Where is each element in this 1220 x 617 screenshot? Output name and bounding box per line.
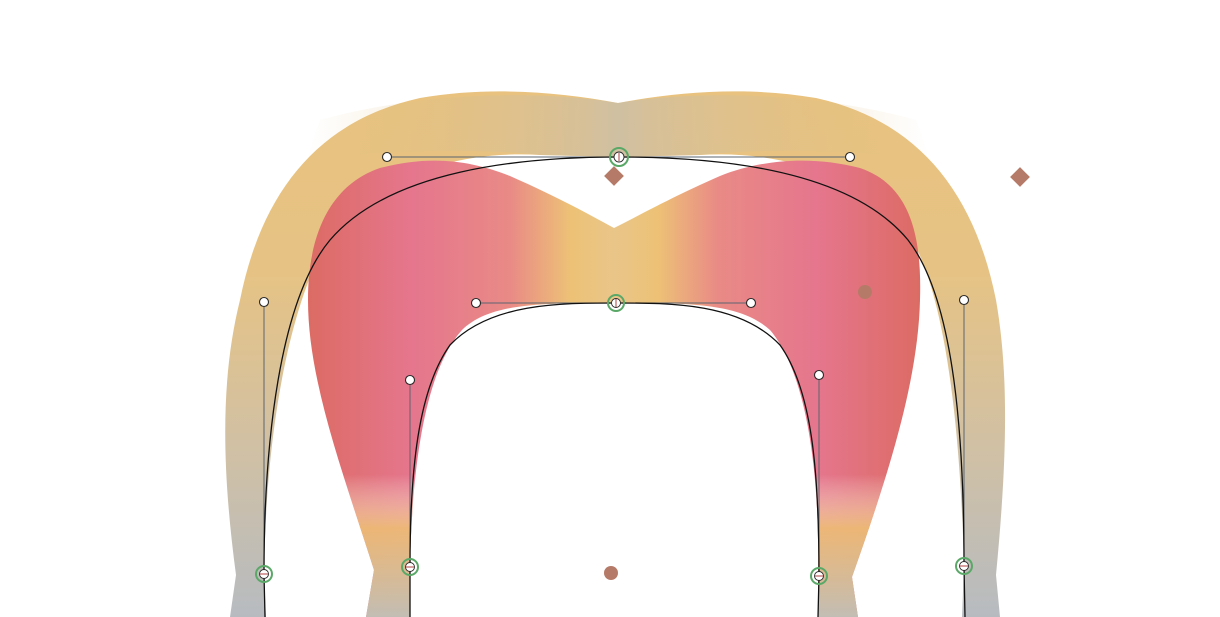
circle-marker-icon[interactable] xyxy=(858,285,872,299)
diamond-marker-icon[interactable] xyxy=(604,166,624,186)
control-handles[interactable] xyxy=(258,151,970,386)
outer-stroke-band xyxy=(225,91,1006,617)
control-handle-icon[interactable] xyxy=(958,294,970,306)
control-handle-icon[interactable] xyxy=(813,369,825,381)
anchor-point-icon[interactable] xyxy=(955,557,973,575)
control-handle-icon[interactable] xyxy=(844,151,856,163)
control-handle-icon[interactable] xyxy=(745,297,757,309)
anchor-points[interactable] xyxy=(255,147,973,585)
anchor-point-icon[interactable] xyxy=(401,558,419,576)
anchor-point-icon[interactable] xyxy=(607,294,625,312)
control-handle-icon[interactable] xyxy=(258,296,270,308)
anchor-point-icon[interactable] xyxy=(609,147,629,167)
control-handle-icon[interactable] xyxy=(381,151,393,163)
anchor-point-icon[interactable] xyxy=(255,565,273,583)
anchor-point-icon[interactable] xyxy=(810,567,828,585)
diamond-marker-icon[interactable] xyxy=(1010,167,1030,187)
control-handle-icon[interactable] xyxy=(404,374,416,386)
inner-stroke-band xyxy=(308,160,921,617)
circle-marker-icon[interactable] xyxy=(604,566,618,580)
control-handle-icon[interactable] xyxy=(470,297,482,309)
